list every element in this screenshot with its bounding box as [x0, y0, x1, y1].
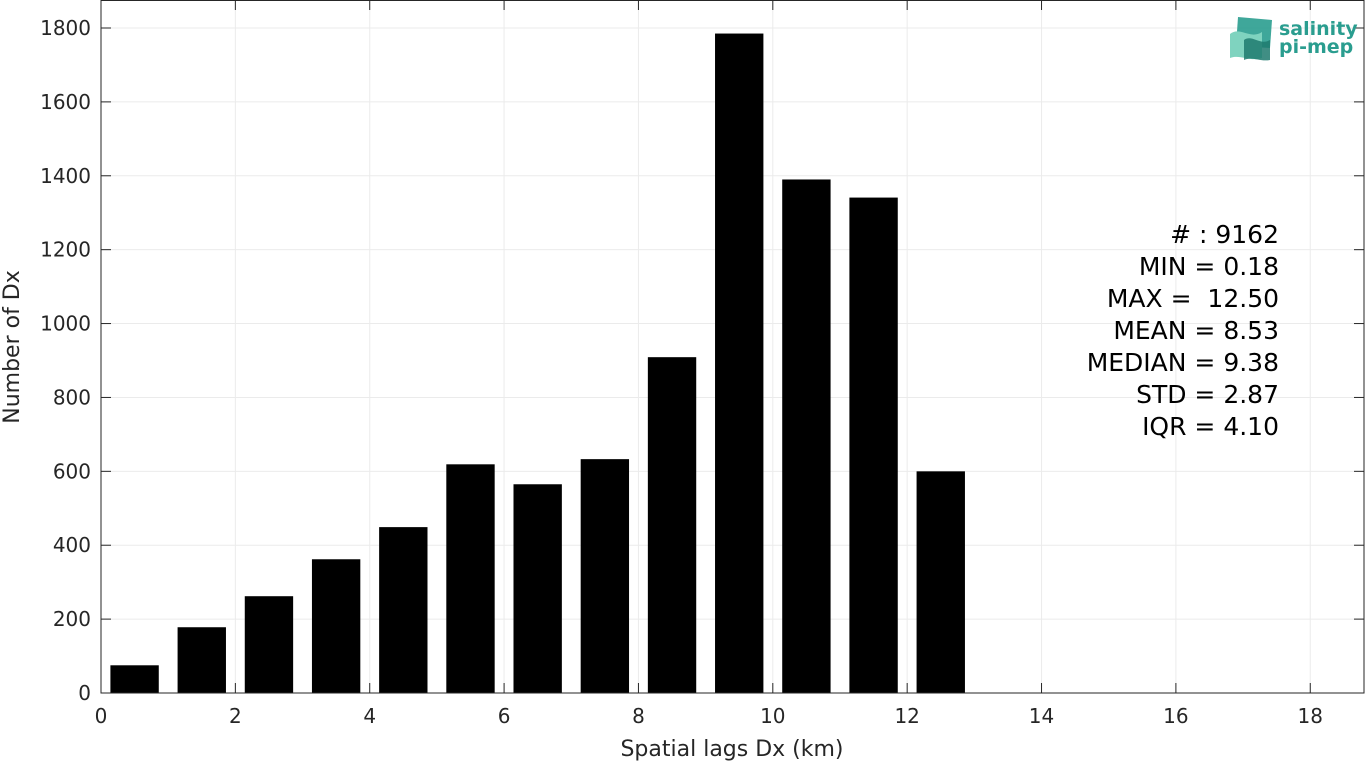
stat-line: MIN = 0.18 — [1139, 252, 1279, 281]
salinity-pi-mep-logo: salinity pi-mep — [1230, 17, 1358, 61]
x-tick-label: 16 — [1163, 704, 1188, 728]
y-tick-label: 0 — [78, 681, 91, 705]
histogram-bar — [782, 179, 831, 693]
stat-line: MAX = 12.50 — [1107, 284, 1279, 313]
stat-line: IQR = 4.10 — [1142, 412, 1279, 441]
x-axis-label: Spatial lags Dx (km) — [620, 737, 843, 762]
x-axis-ticks: 0 2 4 6 8 10 12 14 16 18 — [95, 0, 1323, 728]
wave-logo-icon — [1230, 17, 1272, 61]
stat-line: # : 9162 — [1170, 220, 1279, 249]
stat-line: MEDIAN = 9.38 — [1087, 348, 1279, 377]
stat-line: MEAN = 8.53 — [1113, 316, 1279, 345]
x-tick-label: 6 — [498, 704, 511, 728]
y-tick-label: 400 — [53, 533, 91, 557]
histogram-bar — [849, 197, 898, 693]
histogram-bar — [715, 33, 764, 693]
x-tick-label: 2 — [229, 704, 242, 728]
y-tick-label: 200 — [53, 607, 91, 631]
histogram-bar — [311, 559, 361, 693]
y-tick-label: 1000 — [40, 312, 91, 336]
y-axis-ticks: 0 200 400 600 800 1000 1200 1400 1600 1800 — [40, 16, 1364, 705]
x-tick-label: 18 — [1298, 704, 1323, 728]
x-tick-label: 0 — [95, 704, 108, 728]
x-tick-label: 4 — [363, 704, 376, 728]
x-tick-label: 8 — [632, 704, 645, 728]
y-tick-label: 800 — [53, 385, 91, 409]
y-tick-label: 600 — [53, 459, 91, 483]
histogram-bar — [513, 484, 562, 693]
y-tick-label: 1400 — [40, 164, 91, 188]
logo-line1: salinity — [1279, 18, 1358, 40]
y-tick-label: 1800 — [40, 16, 91, 40]
histogram-bar — [379, 527, 428, 693]
x-tick-label: 10 — [760, 704, 785, 728]
histogram-bar — [446, 464, 495, 693]
y-axis-label: Number of Dx — [0, 270, 25, 424]
statistics-annotation: # : 9162 MIN = 0.18 MAX = 12.50 MEAN = 8.53… — [1087, 220, 1279, 441]
bars-group — [110, 33, 965, 693]
stat-line: STD = 2.87 — [1136, 380, 1279, 409]
y-tick-label: 1600 — [40, 90, 91, 114]
histogram-bar — [177, 627, 226, 693]
axes-box — [100, 0, 1365, 694]
logo-line2: pi-mep — [1279, 36, 1353, 58]
histogram-bar — [580, 459, 630, 693]
histogram-bar — [647, 357, 697, 693]
histogram-bar — [244, 596, 294, 693]
x-tick-label: 12 — [894, 704, 919, 728]
histogram-bar — [110, 665, 159, 693]
x-tick-label: 14 — [1029, 704, 1054, 728]
y-tick-label: 1200 — [40, 238, 91, 262]
histogram-bar — [916, 471, 965, 693]
